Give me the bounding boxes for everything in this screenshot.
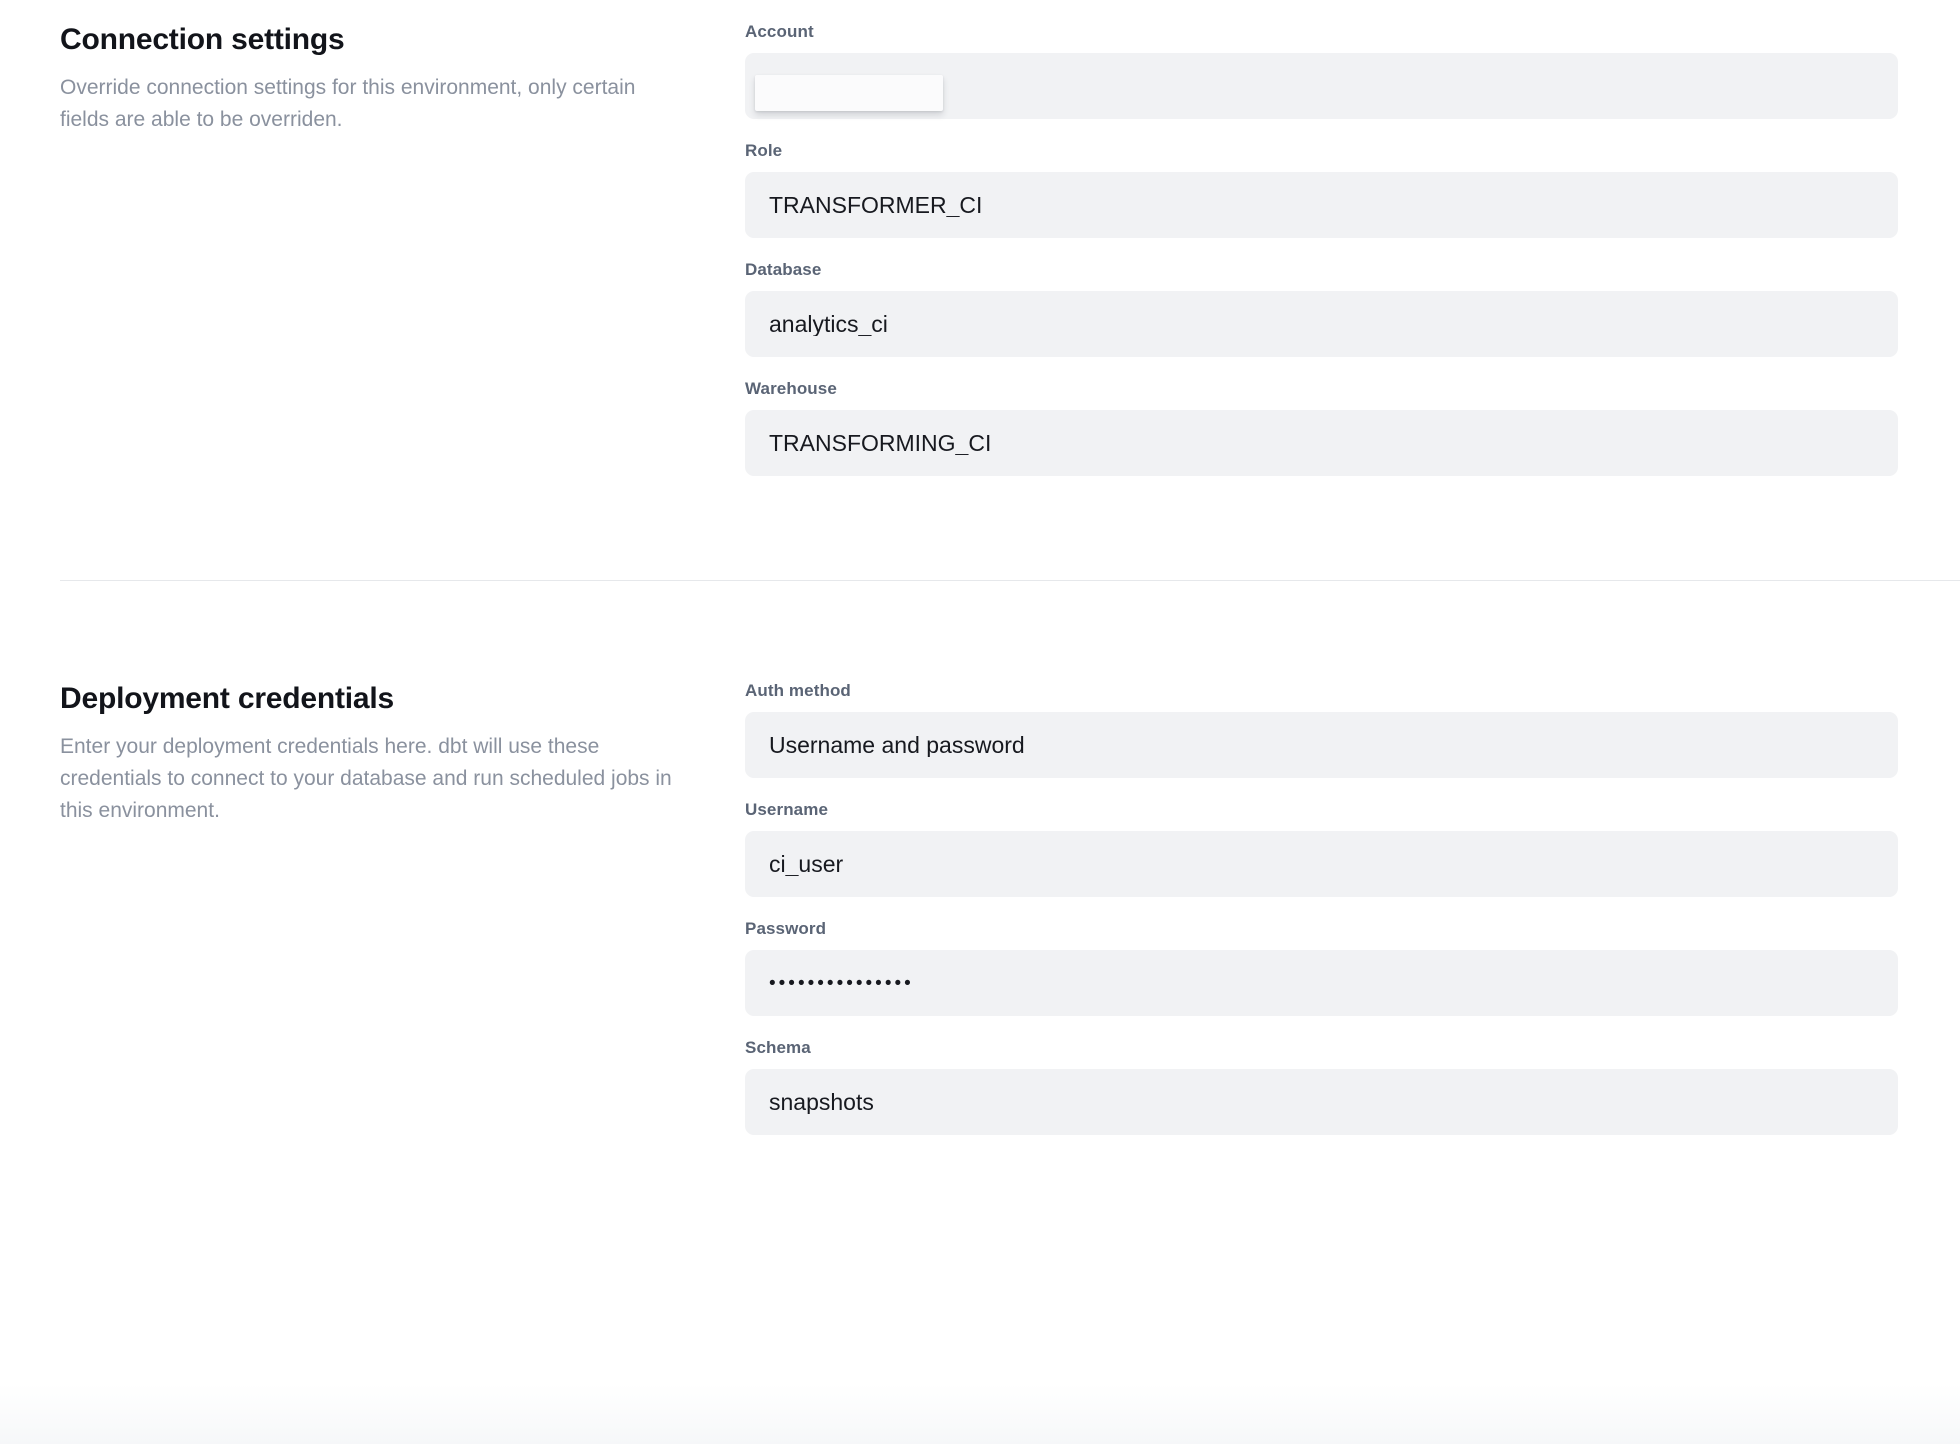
role-input[interactable]: TRANSFORMER_CI xyxy=(745,172,1898,238)
warehouse-value: TRANSFORMING_CI xyxy=(769,431,992,455)
database-input[interactable]: analytics_ci xyxy=(745,291,1898,357)
connection-settings-aside: Connection settings Override connection … xyxy=(60,22,745,136)
connection-settings-title: Connection settings xyxy=(60,23,345,56)
field-account: Account xyxy=(745,22,1898,119)
database-value: analytics_ci xyxy=(769,312,888,336)
username-value: ci_user xyxy=(769,852,844,876)
field-password: Password ••••••••••••••• xyxy=(745,919,1898,1016)
connection-settings-fields: Account Role TRANSFORMER_CI Database ana… xyxy=(745,22,1898,476)
auth-method-input[interactable]: Username and password xyxy=(745,712,1898,778)
account-input[interactable] xyxy=(745,53,1898,119)
password-input[interactable]: ••••••••••••••• xyxy=(745,950,1898,1016)
connection-settings-description: Override connection settings for this en… xyxy=(60,76,636,131)
field-schema: Schema snapshots xyxy=(745,1038,1898,1135)
account-redaction-overlay xyxy=(755,75,943,111)
field-database: Database analytics_ci xyxy=(745,260,1898,357)
role-label: Role xyxy=(745,141,783,160)
field-role: Role TRANSFORMER_CI xyxy=(745,141,1898,238)
auth-method-label: Auth method xyxy=(745,681,851,700)
deployment-credentials-section: Deployment credentials Enter your deploy… xyxy=(0,681,1960,1135)
schema-input[interactable]: snapshots xyxy=(745,1069,1898,1135)
role-value: TRANSFORMER_CI xyxy=(769,193,983,217)
account-label: Account xyxy=(745,22,814,41)
warehouse-label: Warehouse xyxy=(745,379,837,398)
connection-settings-section: Connection settings Override connection … xyxy=(0,22,1960,476)
section-divider-wrap xyxy=(0,580,1960,581)
bottom-fade-overlay xyxy=(0,1384,1960,1444)
section-divider xyxy=(60,580,1960,581)
password-value: ••••••••••••••• xyxy=(769,973,914,993)
field-warehouse: Warehouse TRANSFORMING_CI xyxy=(745,379,1898,476)
schema-label: Schema xyxy=(745,1038,811,1057)
schema-value: snapshots xyxy=(769,1090,874,1114)
deployment-credentials-aside: Deployment credentials Enter your deploy… xyxy=(60,681,745,827)
auth-method-value: Username and password xyxy=(769,733,1025,757)
field-username: Username ci_user xyxy=(745,800,1898,897)
password-label: Password xyxy=(745,919,827,938)
warehouse-input[interactable]: TRANSFORMING_CI xyxy=(745,410,1898,476)
deployment-credentials-fields: Auth method Username and password Userna… xyxy=(745,681,1898,1135)
deployment-credentials-title: Deployment credentials xyxy=(60,682,395,715)
deployment-credentials-description: Enter your deployment credentials here. … xyxy=(60,735,672,822)
username-label: Username xyxy=(745,800,829,819)
username-input[interactable]: ci_user xyxy=(745,831,1898,897)
database-label: Database xyxy=(745,260,822,279)
field-auth-method: Auth method Username and password xyxy=(745,681,1898,778)
